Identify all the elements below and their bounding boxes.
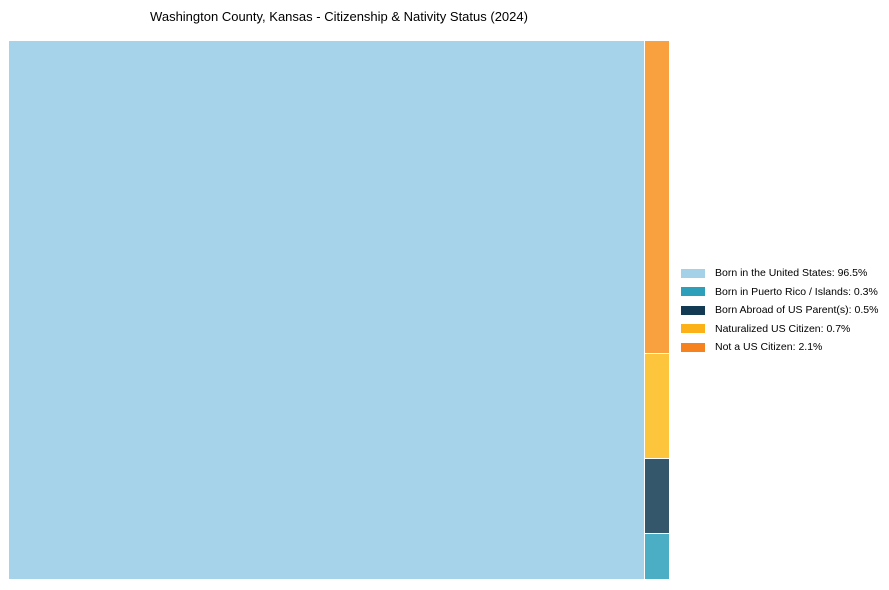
legend-swatch-born-in-the-united-states (681, 268, 705, 278)
treemap-segment-not-a-us-citizen (645, 41, 669, 354)
treemap-segment-born-abroad-of-us-parent-s (645, 459, 669, 534)
legend-item: Born Abroad of US Parent(s): 0.5% (681, 301, 878, 320)
legend: Born in the United States: 96.5% Born in … (681, 264, 878, 357)
legend-swatch-born-in-puerto-rico-islands (681, 287, 705, 297)
legend-swatch-not-a-us-citizen (681, 342, 705, 352)
legend-item: Born in the United States: 96.5% (681, 264, 878, 283)
legend-label: Born in the United States: 96.5% (715, 267, 868, 280)
legend-swatch-born-abroad-of-us-parent-s (681, 305, 705, 315)
treemap-segment-born-in-puerto-rico-islands (645, 534, 669, 579)
treemap-segment-naturalized-us-citizen (645, 354, 669, 459)
legend-item: Naturalized US Citizen: 0.7% (681, 320, 878, 339)
legend-label: Not a US Citizen: 2.1% (715, 341, 823, 354)
legend-item: Not a US Citizen: 2.1% (681, 338, 878, 357)
legend-swatch-naturalized-us-citizen (681, 324, 705, 334)
legend-item: Born in Puerto Rico / Islands: 0.3% (681, 283, 878, 302)
legend-label: Born in Puerto Rico / Islands: 0.3% (715, 285, 878, 298)
treemap (9, 41, 669, 579)
legend-label: Naturalized US Citizen: 0.7% (715, 322, 851, 335)
treemap-strip (645, 41, 669, 579)
legend-label: Born Abroad of US Parent(s): 0.5% (715, 304, 879, 317)
treemap-segment-born-in-the-united-states (9, 41, 645, 579)
chart-title: Washington County, Kansas - Citizenship … (150, 9, 528, 24)
